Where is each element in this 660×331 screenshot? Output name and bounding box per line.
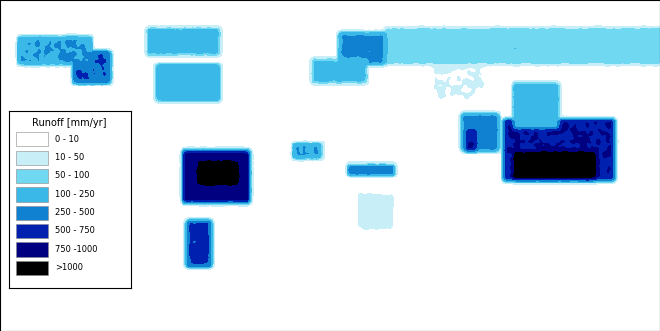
Bar xyxy=(16,224,48,238)
Text: Runoff [mm/yr]: Runoff [mm/yr] xyxy=(32,118,107,128)
Text: 10 - 50: 10 - 50 xyxy=(55,153,84,162)
Text: 50 - 100: 50 - 100 xyxy=(55,171,90,180)
Text: 500 - 750: 500 - 750 xyxy=(55,226,95,235)
Bar xyxy=(16,261,48,275)
Bar xyxy=(16,132,48,146)
Bar xyxy=(16,169,48,183)
Text: 250 - 500: 250 - 500 xyxy=(55,208,95,217)
Bar xyxy=(16,206,48,220)
Text: 750 -1000: 750 -1000 xyxy=(55,245,98,254)
Bar xyxy=(16,151,48,165)
Text: 100 - 250: 100 - 250 xyxy=(55,190,95,199)
Text: >1000: >1000 xyxy=(55,263,83,272)
Bar xyxy=(16,187,48,202)
Bar xyxy=(16,242,48,257)
Text: 0 - 10: 0 - 10 xyxy=(55,135,79,144)
